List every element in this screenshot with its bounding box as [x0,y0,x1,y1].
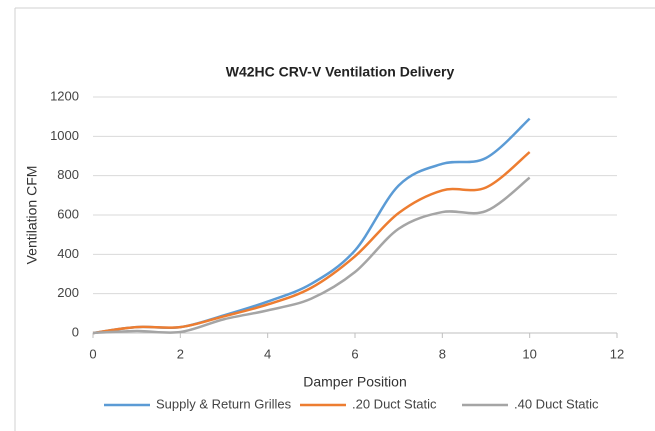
y-tick-label: 600 [57,206,79,221]
x-tick-label: 8 [439,346,446,361]
series-line [92,117,531,335]
x-tick-label: 2 [177,346,184,361]
y-tick-label: 0 [72,324,79,339]
y-tick-label: 800 [57,167,79,182]
x-tick-label: 10 [522,346,536,361]
x-tick-label: 0 [89,346,96,361]
x-tick-label: 6 [351,346,358,361]
chart-title: W42HC CRV-V Ventilation Delivery [226,64,455,80]
y-tick-label: 200 [57,285,79,300]
series-line [92,151,531,335]
y-axis-title: Ventilation CFM [24,166,40,265]
legend-label: .40 Duct Static [514,396,599,411]
legend-label: Supply & Return Grilles [156,396,292,411]
x-axis-title: Damper Position [303,374,407,390]
series-line [92,176,531,335]
x-tick-label: 4 [264,346,271,361]
y-tick-label: 1000 [50,128,79,143]
y-tick-label: 1200 [50,88,79,103]
x-tick-label: 12 [610,346,624,361]
legend-label: .20 Duct Static [352,396,437,411]
y-tick-label: 400 [57,246,79,261]
